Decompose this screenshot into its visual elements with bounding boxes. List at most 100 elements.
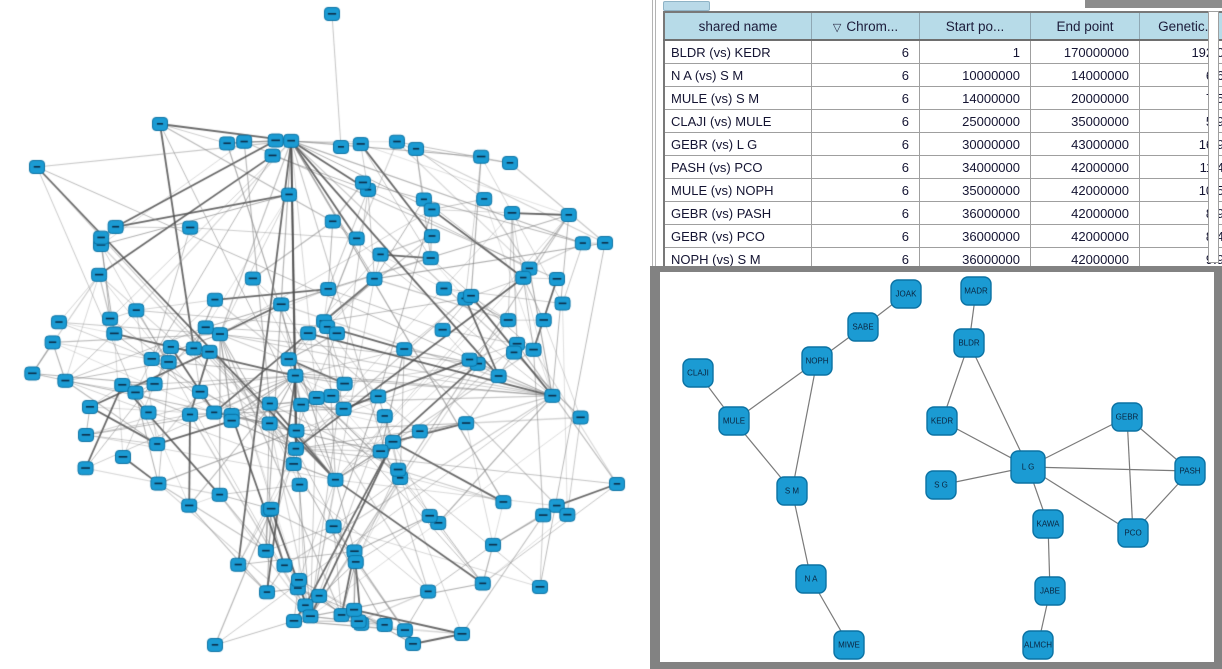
network-node[interactable]: MULE xyxy=(718,406,750,436)
column-header-end-point[interactable]: End point xyxy=(1030,11,1140,41)
cell-chromosome[interactable]: 6 xyxy=(811,63,920,87)
cell-end-point[interactable]: 20000000 xyxy=(1030,86,1140,110)
node-shape[interactable] xyxy=(925,470,957,500)
scrollbar-thumb-right[interactable] xyxy=(1085,0,1222,8)
column-header-label: Start po... xyxy=(945,18,1005,34)
cell-shared-name[interactable]: MULE (vs) NOPH xyxy=(663,178,812,202)
node-shape[interactable] xyxy=(1032,509,1064,539)
cell-chromosome[interactable]: 6 xyxy=(811,155,920,179)
node-shape[interactable] xyxy=(682,358,714,388)
network-node[interactable]: MIWE xyxy=(833,630,865,660)
subnetwork-canvas[interactable]: JOAK MADR SABE BLDR NOPH CLAJI GEBR KEDR MULE L G… xyxy=(660,272,1214,662)
sort-descending-icon[interactable]: ▽ xyxy=(832,21,842,34)
cell-start-point[interactable]: 10000000 xyxy=(919,63,1031,87)
network-node[interactable]: PASH xyxy=(1174,456,1206,486)
column-header-chromosome[interactable]: ▽ Chrom... xyxy=(811,11,920,41)
cell-end-point[interactable]: 35000000 xyxy=(1030,109,1140,133)
cell-start-point[interactable]: 30000000 xyxy=(919,132,1031,156)
node-shape[interactable] xyxy=(795,564,827,594)
cell-chromosome[interactable]: 6 xyxy=(811,178,920,202)
node-shape[interactable] xyxy=(1010,450,1046,484)
cell-shared-name[interactable]: GEBR (vs) PCO xyxy=(663,224,812,248)
cell-start-point[interactable]: 36000000 xyxy=(919,201,1031,225)
network-node[interactable]: S G xyxy=(925,470,957,500)
network-edge xyxy=(1027,466,1134,534)
cell-end-point[interactable]: 42000000 xyxy=(1030,201,1140,225)
node-label: MULE xyxy=(723,417,745,426)
node-shape[interactable] xyxy=(776,476,808,506)
node-shape[interactable] xyxy=(801,346,833,376)
node-label: GEBR xyxy=(1116,413,1139,422)
network-node[interactable]: ALMCH xyxy=(1022,630,1054,660)
network-node[interactable]: KEDR xyxy=(926,406,958,436)
scrollbar-thumb-left[interactable] xyxy=(663,1,710,11)
cell-end-point[interactable]: 42000000 xyxy=(1030,178,1140,202)
network-node[interactable]: KAWA xyxy=(1032,509,1064,539)
cell-chromosome[interactable]: 6 xyxy=(811,109,920,133)
network-node[interactable]: PCO xyxy=(1117,518,1149,548)
table-row: PASH (vs) PCO6340000004200000011.4 xyxy=(663,155,1222,179)
cell-chromosome[interactable]: 6 xyxy=(811,39,920,64)
main-network-view xyxy=(0,0,650,669)
column-header-shared-name[interactable]: shared name xyxy=(663,11,812,41)
node-label: SABE xyxy=(852,323,873,332)
cell-chromosome[interactable]: 6 xyxy=(811,224,920,248)
cell-start-point[interactable]: 36000000 xyxy=(919,224,1031,248)
cell-end-point[interactable]: 43000000 xyxy=(1030,132,1140,156)
cell-start-point[interactable]: 14000000 xyxy=(919,86,1031,110)
node-shape[interactable] xyxy=(833,630,865,660)
node-shape[interactable] xyxy=(1034,576,1066,606)
cell-start-point[interactable]: 25000000 xyxy=(919,109,1031,133)
column-header-start-point[interactable]: Start po... xyxy=(919,11,1031,41)
node-shape[interactable] xyxy=(926,406,958,436)
node-shape[interactable] xyxy=(1117,518,1149,548)
node-shape[interactable] xyxy=(718,406,750,436)
node-shape[interactable] xyxy=(1022,630,1054,660)
pane-splitter[interactable] xyxy=(650,0,660,266)
table-row: N A (vs) S M610000000140000006.6 xyxy=(663,63,1222,87)
subnetwork-panel: JOAK MADR SABE BLDR NOPH CLAJI GEBR KEDR MULE L G… xyxy=(650,266,1222,669)
edge-attribute-table: shared name ▽ Chrom... Start po... End point… xyxy=(663,11,1222,272)
network-node[interactable]: S M xyxy=(776,476,808,506)
node-shape[interactable] xyxy=(890,279,922,309)
network-node[interactable]: NOPH xyxy=(801,346,833,376)
table-row: CLAJI (vs) MULE625000000350000005.9 xyxy=(663,109,1222,133)
cell-shared-name[interactable]: GEBR (vs) L G xyxy=(663,132,812,156)
cell-chromosome[interactable]: 6 xyxy=(811,132,920,156)
network-node[interactable]: CLAJI xyxy=(682,358,714,388)
dense-network-canvas[interactable] xyxy=(0,0,650,669)
cell-end-point[interactable]: 42000000 xyxy=(1030,224,1140,248)
network-node[interactable]: GEBR xyxy=(1111,402,1143,432)
cell-end-point[interactable]: 42000000 xyxy=(1030,155,1140,179)
node-label: KAWA xyxy=(1037,520,1061,529)
node-shape[interactable] xyxy=(847,312,879,342)
network-node[interactable]: JOAK xyxy=(890,279,922,309)
network-node[interactable]: MADR xyxy=(960,276,992,306)
column-header-label: End point xyxy=(1056,18,1114,34)
cell-start-point[interactable]: 35000000 xyxy=(919,178,1031,202)
cell-chromosome[interactable]: 6 xyxy=(811,86,920,110)
network-node[interactable]: SABE xyxy=(847,312,879,342)
node-label: MIWE xyxy=(838,641,860,650)
node-shape[interactable] xyxy=(953,328,985,358)
network-node[interactable]: L G xyxy=(1010,450,1046,484)
node-shape[interactable] xyxy=(960,276,992,306)
cell-shared-name[interactable]: N A (vs) S M xyxy=(663,63,812,87)
cell-shared-name[interactable]: GEBR (vs) PASH xyxy=(663,201,812,225)
cell-shared-name[interactable]: PASH (vs) PCO xyxy=(663,155,812,179)
network-node[interactable]: BLDR xyxy=(953,328,985,358)
node-shape[interactable] xyxy=(1111,402,1143,432)
cell-shared-name[interactable]: BLDR (vs) KEDR xyxy=(663,39,812,64)
network-node[interactable]: N A xyxy=(795,564,827,594)
cell-end-point[interactable]: 14000000 xyxy=(1030,63,1140,87)
cell-chromosome[interactable]: 6 xyxy=(811,201,920,225)
cell-shared-name[interactable]: CLAJI (vs) MULE xyxy=(663,109,812,133)
network-node[interactable]: JABE xyxy=(1034,576,1066,606)
cell-shared-name[interactable]: MULE (vs) S M xyxy=(663,86,812,110)
node-label: KEDR xyxy=(931,417,953,426)
cell-start-point[interactable]: 1 xyxy=(919,39,1031,64)
table-scrollbar-track[interactable] xyxy=(1208,11,1219,263)
node-shape[interactable] xyxy=(1174,456,1206,486)
cell-start-point[interactable]: 34000000 xyxy=(919,155,1031,179)
cell-end-point[interactable]: 170000000 xyxy=(1030,39,1140,64)
